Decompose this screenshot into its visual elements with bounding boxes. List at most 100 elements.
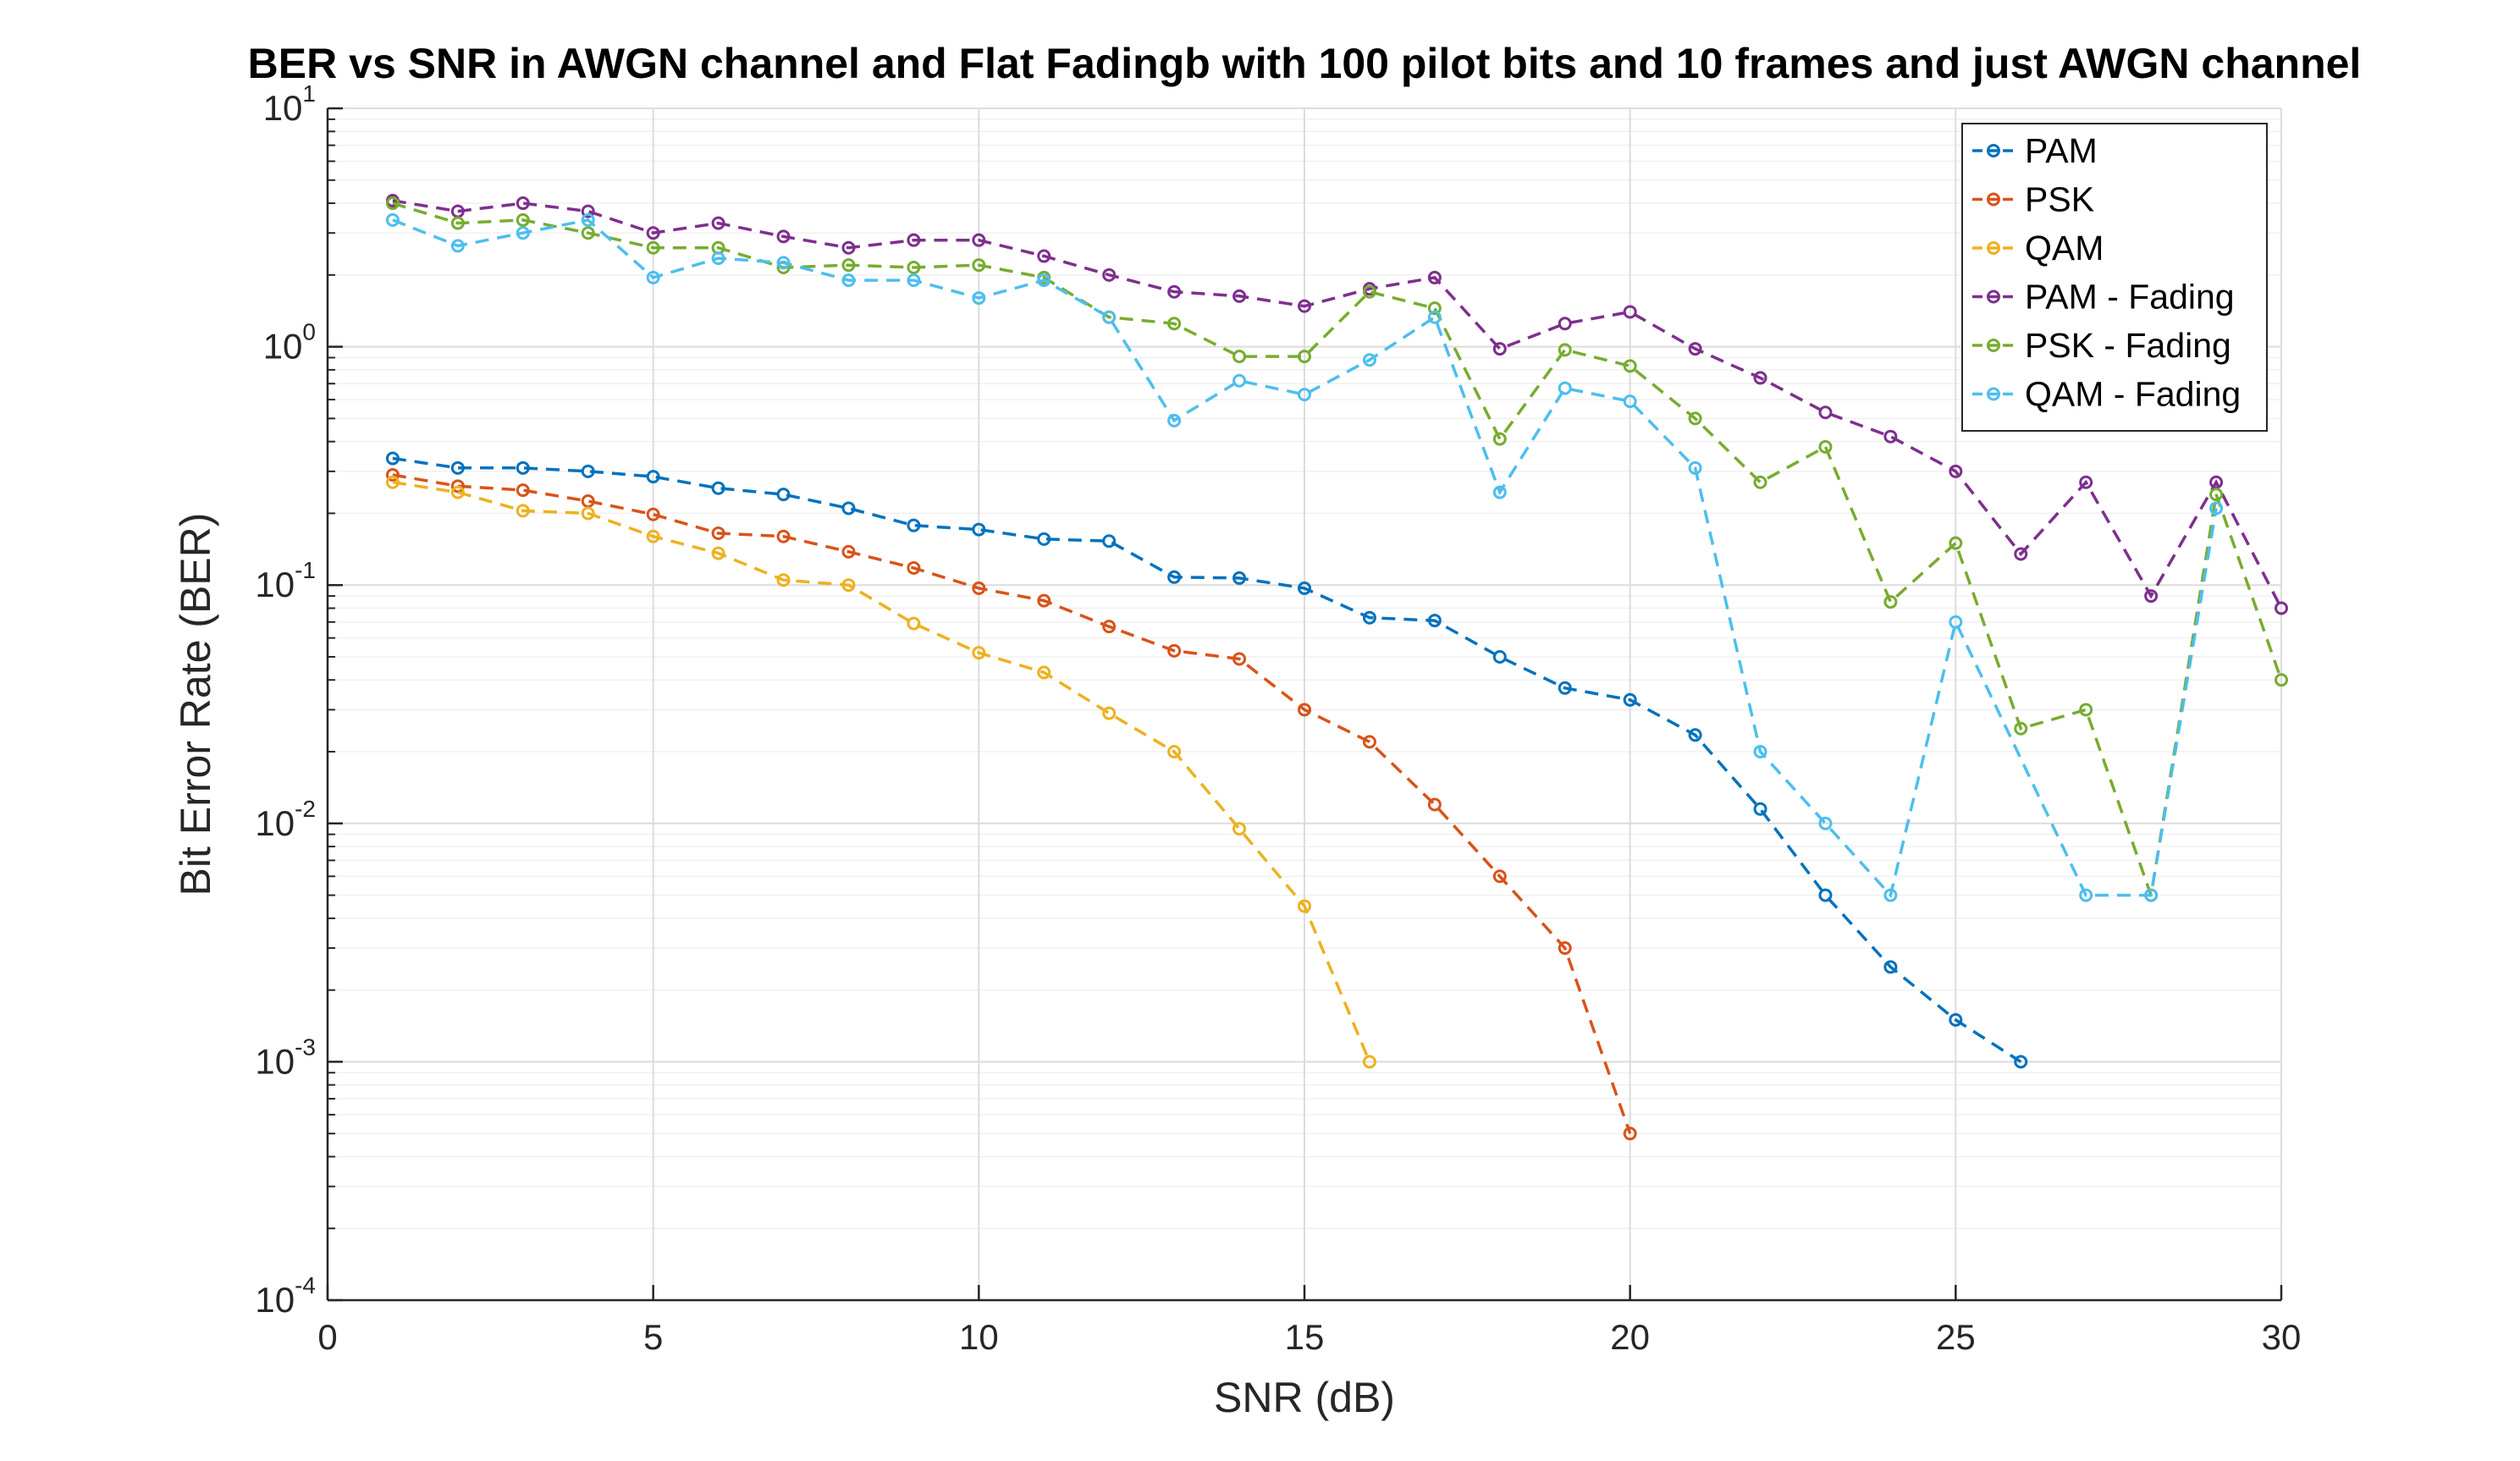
x-tick-label: 15	[1285, 1317, 1325, 1357]
data-point	[711, 546, 725, 560]
data-point	[972, 646, 986, 660]
grid-layer	[327, 108, 2282, 1301]
data-point	[646, 240, 660, 255]
x-axis-label: SNR (dB)	[1214, 1374, 1395, 1421]
data-point	[1753, 802, 1767, 816]
data-point	[972, 522, 986, 537]
x-tick-label: 0	[317, 1317, 337, 1357]
data-point	[1558, 343, 1572, 357]
y-tick-label: 10-4	[255, 1272, 316, 1320]
data-point	[776, 256, 791, 270]
series-line	[392, 480, 1371, 1063]
data-point	[972, 258, 986, 273]
data-point	[1102, 706, 1117, 720]
data-point	[516, 483, 530, 498]
legend-marker	[1987, 339, 2000, 352]
data-point	[1362, 610, 1376, 625]
data-point	[1232, 373, 1247, 388]
data-point	[841, 544, 856, 559]
data-point	[646, 529, 660, 543]
data-point	[1232, 822, 1247, 836]
data-point	[1883, 960, 1898, 974]
legend-entry: QAM	[1972, 229, 2104, 267]
data-point	[1558, 381, 1572, 395]
data-point	[776, 529, 791, 543]
data-point	[450, 239, 465, 253]
data-point	[516, 212, 530, 227]
data-point	[581, 204, 595, 218]
data-point	[581, 212, 595, 227]
data-point	[841, 578, 856, 593]
legend-entry: PAM	[1972, 131, 2098, 170]
series-qam	[385, 475, 1376, 1069]
data-point	[1232, 652, 1247, 666]
data-point	[1558, 317, 1572, 331]
data-point	[1492, 649, 1507, 664]
data-point	[1232, 571, 1247, 585]
data-point	[1037, 593, 1051, 608]
series-line	[392, 201, 2283, 896]
data-point	[1623, 692, 1637, 707]
data-point	[1427, 270, 1442, 284]
data-point	[1167, 317, 1182, 331]
data-point	[841, 258, 856, 273]
data-point	[1167, 643, 1182, 658]
data-point	[1949, 615, 1963, 629]
data-point	[1688, 411, 1702, 426]
legend-label: PAM	[2025, 131, 2098, 170]
data-point	[776, 229, 791, 244]
data-point	[450, 479, 465, 493]
data-point	[1818, 439, 1833, 454]
data-point	[1623, 305, 1637, 319]
data-point	[1949, 464, 1963, 478]
legend-label: PSK	[2025, 180, 2094, 219]
data-point	[581, 464, 595, 478]
data-point	[516, 226, 530, 240]
x-tick-label: 5	[643, 1317, 663, 1357]
data-point	[1949, 536, 1963, 550]
legend-label: QAM - Fading	[2025, 375, 2241, 414]
data-point	[1818, 405, 1833, 420]
data-point	[1167, 745, 1182, 759]
data-point	[1232, 350, 1247, 364]
data-point	[1298, 388, 1311, 402]
data-point	[1818, 888, 1833, 902]
data-point	[385, 475, 400, 489]
data-point	[1037, 273, 1051, 288]
data-point	[1688, 728, 1702, 742]
data-point	[385, 212, 400, 227]
data-point	[385, 196, 400, 211]
data-point	[1883, 429, 1898, 444]
data-point	[972, 291, 986, 306]
data-point	[646, 507, 660, 521]
data-point	[1558, 941, 1572, 956]
data-point	[972, 581, 986, 595]
data-point	[1753, 475, 1767, 489]
data-point	[1558, 681, 1572, 695]
data-point	[711, 481, 725, 495]
data-point	[711, 251, 725, 266]
data-point	[2079, 703, 2093, 717]
data-point	[2014, 547, 2028, 561]
data-point	[841, 240, 856, 255]
data-point	[1949, 1012, 1963, 1027]
data-point	[907, 233, 921, 247]
data-point	[841, 273, 856, 288]
series-line	[392, 456, 2022, 1063]
data-point	[711, 526, 725, 540]
series-line	[392, 199, 2283, 609]
data-point	[1623, 359, 1637, 373]
data-point	[581, 226, 595, 240]
data-point	[776, 573, 791, 587]
data-point	[1362, 1055, 1376, 1069]
data-point	[1818, 816, 1833, 830]
data-point	[1623, 1127, 1637, 1141]
data-point	[1232, 289, 1247, 303]
data-point	[2079, 475, 2093, 489]
y-tick-label: 100	[263, 319, 316, 367]
series-layer	[385, 194, 2288, 1141]
series-line	[392, 473, 1632, 1134]
x-tick-label: 30	[2262, 1317, 2302, 1357]
data-point	[907, 560, 921, 575]
